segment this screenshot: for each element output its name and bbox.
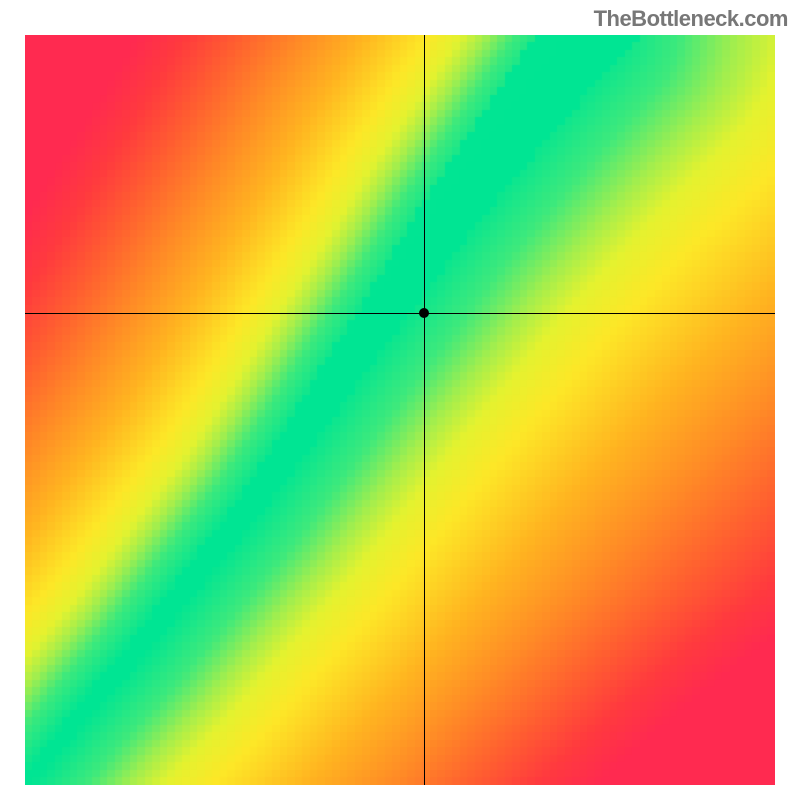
crosshair-vertical xyxy=(424,35,425,785)
heatmap-plot xyxy=(25,35,775,785)
watermark-text: TheBottleneck.com xyxy=(594,6,788,32)
crosshair-horizontal xyxy=(25,313,775,314)
heatmap-canvas xyxy=(25,35,775,785)
crosshair-marker xyxy=(419,308,429,318)
